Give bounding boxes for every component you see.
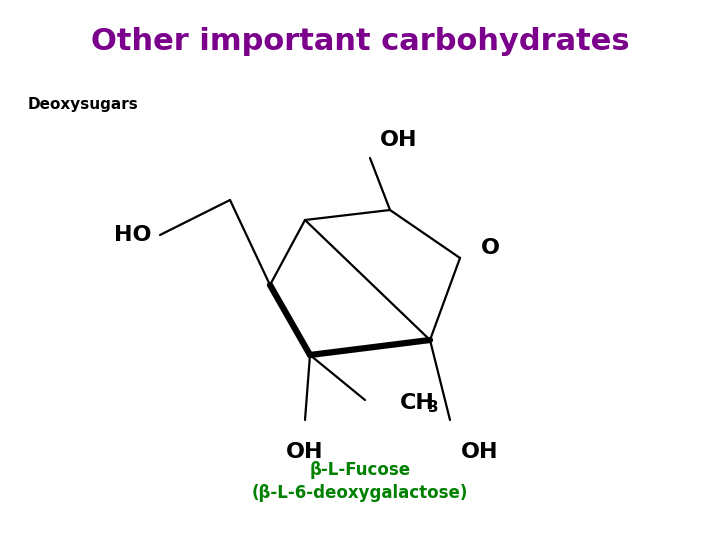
- Text: O: O: [480, 238, 500, 258]
- Text: 3: 3: [428, 401, 438, 415]
- Text: OH: OH: [462, 442, 499, 462]
- Text: CH: CH: [400, 393, 435, 413]
- Text: (β-L-6-deoxygalactose): (β-L-6-deoxygalactose): [252, 484, 468, 502]
- Text: β-L-Fucose: β-L-Fucose: [310, 461, 410, 479]
- Text: HO: HO: [114, 225, 152, 245]
- Text: OH: OH: [380, 130, 418, 150]
- Text: Deoxysugars: Deoxysugars: [28, 98, 139, 112]
- Text: OH: OH: [287, 442, 324, 462]
- Text: Other important carbohydrates: Other important carbohydrates: [91, 28, 629, 57]
